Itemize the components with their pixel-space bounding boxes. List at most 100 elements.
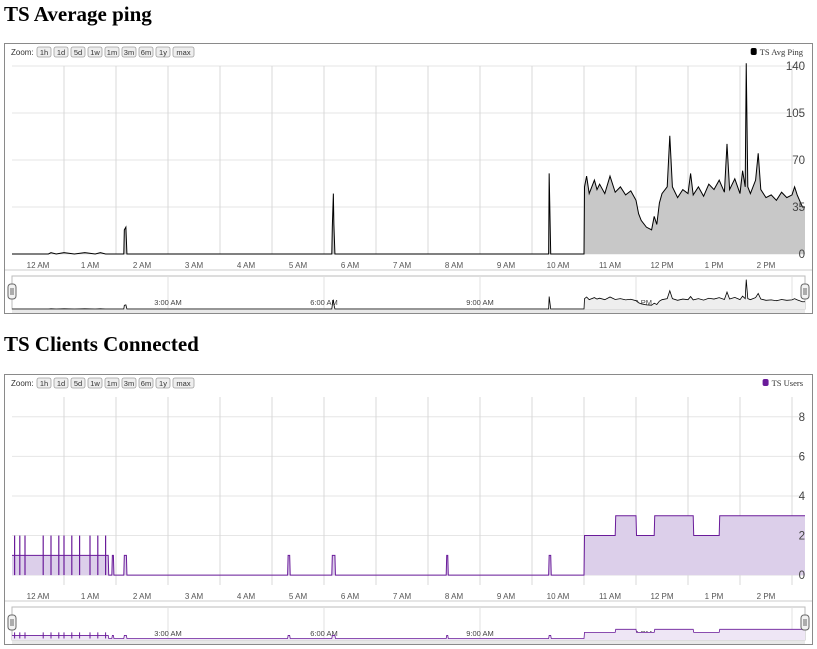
zoom-button-1y[interactable]: 1y [155, 46, 171, 58]
zoom-button-label[interactable]: 6m [141, 379, 151, 388]
x-tick-label: 5 AM [289, 261, 308, 270]
zoom-button-1h[interactable]: 1h [36, 46, 52, 58]
zoom-button-label[interactable]: 1w [90, 379, 100, 388]
navigator-handle-right[interactable] [800, 614, 810, 631]
clients-chart-svg: Zoom: 1h 1d 5d 1w 1m 3m 6m 1y max TS Users 12 AM 1 A… [5, 377, 812, 644]
zoom-button-5d[interactable]: 5d [70, 46, 86, 58]
zoom-button-1y[interactable]: 1y [155, 377, 171, 389]
navigator-handle-left[interactable] [7, 283, 17, 300]
x-tick-label: 6 AM [341, 592, 360, 601]
zoom-button-1m[interactable]: 1m [104, 46, 120, 58]
navigator-handle-left[interactable] [7, 614, 17, 631]
navigator-tick-label: 6:00 AM [310, 629, 338, 638]
x-tick-label: 8 AM [445, 261, 464, 270]
navigator-area [12, 629, 805, 640]
zoom-button-bg[interactable] [104, 46, 120, 58]
zoom-button-label[interactable]: 1d [57, 379, 65, 388]
navigator-line [12, 279, 805, 310]
navigator-scrollbar[interactable] [12, 310, 805, 313]
handle-grip[interactable] [7, 614, 17, 631]
zoom-button-1d[interactable]: 1d [53, 46, 69, 58]
zoom-button-bg[interactable] [87, 46, 103, 58]
handle-grip[interactable] [7, 283, 17, 300]
zoom-button-bg[interactable] [70, 46, 86, 58]
zoom-button-1d[interactable]: 1d [53, 377, 69, 389]
zoom-button-bg[interactable] [172, 377, 195, 389]
zoom-button-bg[interactable] [53, 46, 69, 58]
zoom-button-label[interactable]: max [176, 379, 190, 388]
x-tick-label: 2 AM [133, 592, 152, 601]
ping-chart-svg: Zoom: 1h 1d 5d 1w 1m 3m 6m 1y max TS Avg Ping 12 AM… [5, 46, 812, 313]
x-tick-label: 10 AM [547, 261, 570, 270]
x-tick-label: 7 AM [393, 261, 412, 270]
zoom-button-label[interactable]: 1h [40, 48, 48, 57]
zoom-button-1w[interactable]: 1w [87, 377, 103, 389]
zoom-button-bg[interactable] [36, 377, 52, 389]
zoom-button-label[interactable]: 5d [74, 48, 82, 57]
zoom-label: Zoom: [11, 48, 34, 57]
zoom-button-label[interactable]: 6m [141, 48, 151, 57]
zoom-button-bg[interactable] [53, 377, 69, 389]
zoom-button-bg[interactable] [138, 377, 154, 389]
zoom-button-bg[interactable] [121, 377, 137, 389]
zoom-button-bg[interactable] [121, 46, 137, 58]
zoom-button-label[interactable]: 5d [74, 379, 82, 388]
zoom-button-bg[interactable] [155, 46, 171, 58]
handle-grip[interactable] [800, 614, 810, 631]
zoom-button-3m[interactable]: 3m [121, 377, 137, 389]
zoom-button-1h[interactable]: 1h [36, 377, 52, 389]
zoom-button-label[interactable]: 3m [124, 48, 134, 57]
legend[interactable]: TS Avg Ping [750, 47, 804, 57]
y-tick-label: 105 [786, 108, 805, 120]
navigator-scrollbar[interactable] [12, 641, 805, 644]
zoom-button-label[interactable]: 1y [159, 379, 167, 388]
x-tick-label: 9 AM [497, 261, 516, 270]
handle-grip[interactable] [800, 283, 810, 300]
zoom-button-label[interactable]: 1m [107, 48, 117, 57]
navigator-tick-label: 6:00 AM [310, 298, 338, 307]
zoom-label: Zoom: [11, 379, 34, 388]
zoom-button-label[interactable]: 1d [57, 48, 65, 57]
zoom-button-bg[interactable] [70, 377, 86, 389]
zoom-button-bg[interactable] [36, 46, 52, 58]
zoom-button-1w[interactable]: 1w [87, 46, 103, 58]
zoom-button-label[interactable]: 3m [124, 379, 134, 388]
zoom-button-bg[interactable] [138, 46, 154, 58]
zoom-button-bg[interactable] [172, 46, 195, 58]
zoom-button-6m[interactable]: 6m [138, 46, 154, 58]
legend-label[interactable]: TS Avg Ping [760, 47, 804, 57]
zoom-button-bg[interactable] [104, 377, 120, 389]
x-tick-label: 1 PM [705, 592, 724, 601]
x-tick-label: 12 AM [27, 592, 50, 601]
y-tick-label: 0 [799, 570, 805, 582]
chart-title-ping: TS Average ping [4, 2, 152, 26]
navigator-area [12, 279, 805, 309]
x-tick-label: 10 AM [547, 592, 570, 601]
zoom-button-1m[interactable]: 1m [104, 377, 120, 389]
legend-label[interactable]: TS Users [772, 378, 803, 388]
navigator-handle-right[interactable] [800, 283, 810, 300]
x-tick-label: 7 AM [393, 592, 412, 601]
x-tick-label: 4 AM [237, 261, 256, 270]
x-tick-label: 1 AM [81, 592, 100, 601]
zoom-button-max[interactable]: max [172, 46, 195, 58]
navigator-tick-label: 9:00 AM [466, 298, 494, 307]
zoom-button-bg[interactable] [87, 377, 103, 389]
zoom-button-5d[interactable]: 5d [70, 377, 86, 389]
zoom-button-bg[interactable] [155, 377, 171, 389]
zoom-button-label[interactable]: 1m [107, 379, 117, 388]
zoom-button-label[interactable]: max [176, 48, 190, 57]
x-tick-label: 12 PM [650, 592, 673, 601]
x-tick-label: 1 PM [705, 261, 724, 270]
zoom-button-label[interactable]: 1w [90, 48, 100, 57]
x-tick-label: 2 PM [757, 592, 776, 601]
x-tick-label: 12 AM [27, 261, 50, 270]
zoom-button-6m[interactable]: 6m [138, 377, 154, 389]
zoom-button-label[interactable]: 1y [159, 48, 167, 57]
zoom-button-max[interactable]: max [172, 377, 195, 389]
x-tick-label: 6 AM [341, 261, 360, 270]
navigator-tick-label: 3:00 AM [154, 629, 182, 638]
legend[interactable]: TS Users [762, 378, 803, 388]
zoom-button-3m[interactable]: 3m [121, 46, 137, 58]
zoom-button-label[interactable]: 1h [40, 379, 48, 388]
